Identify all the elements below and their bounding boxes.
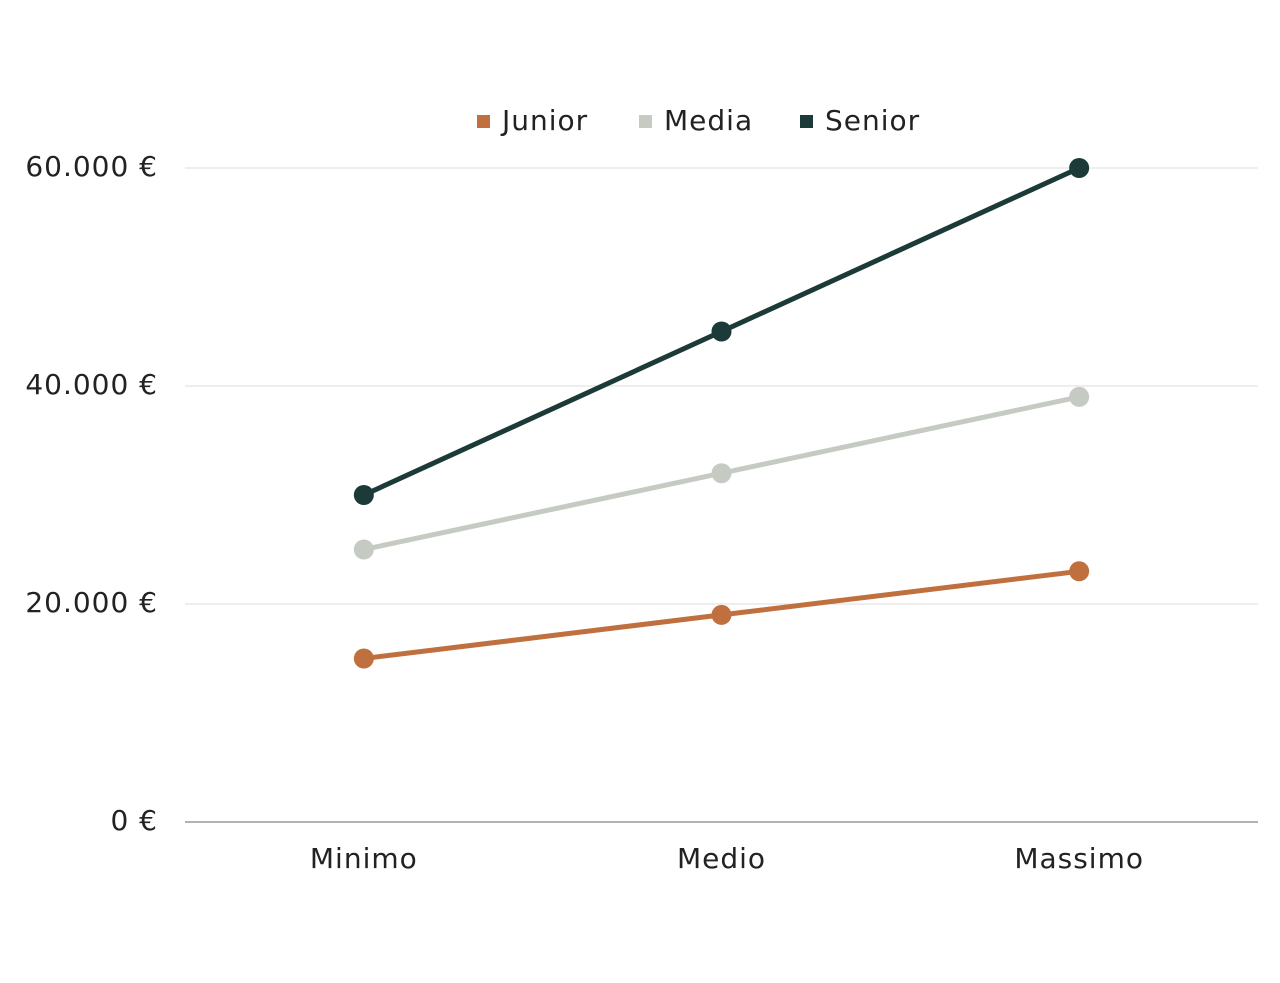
legend-label: Senior — [825, 104, 920, 137]
x-tick-label: Minimo — [310, 842, 418, 875]
legend-swatch — [800, 115, 813, 128]
y-tick-label: 40.000 € — [25, 368, 158, 401]
data-point — [711, 463, 732, 484]
data-point — [711, 604, 732, 625]
data-point — [1069, 386, 1090, 407]
y-tick-label: 20.000 € — [25, 586, 158, 619]
x-tick-label: Massimo — [1014, 842, 1144, 875]
data-point — [353, 539, 374, 560]
legend-swatch — [639, 115, 652, 128]
data-point — [353, 485, 374, 505]
legend-label: Junior — [500, 104, 588, 137]
x-tick-label: Medio — [677, 842, 766, 875]
data-point — [353, 648, 374, 669]
y-tick-label: 0 € — [110, 804, 158, 837]
data-point — [1069, 561, 1090, 582]
data-point — [1069, 158, 1090, 178]
legend-label: Media — [664, 104, 753, 137]
legend-swatch — [477, 115, 490, 128]
data-point — [711, 321, 732, 342]
y-tick-label: 60.000 € — [25, 150, 158, 183]
